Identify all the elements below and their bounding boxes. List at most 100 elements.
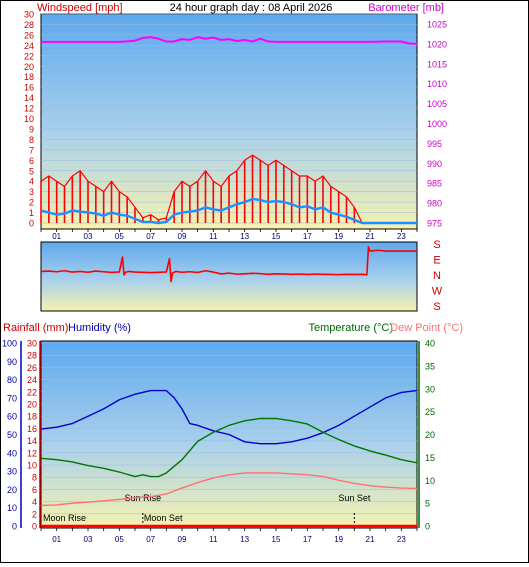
temperature-tick-label: 15 (425, 453, 435, 463)
direction-label: E (433, 255, 440, 267)
hour-tick-label: 17 (303, 232, 312, 241)
windspeed-axis-title: Windspeed [mph] (37, 2, 123, 14)
hour-tick-label: 03 (84, 535, 93, 544)
humidity-tick-label: 70 (7, 393, 17, 403)
humidity-axis: 0 10 20 30 40 50 60 70 80 90 100 (2, 339, 22, 532)
rainfall-tick-label: 30 (27, 339, 37, 349)
hour-tick-label: 05 (115, 535, 124, 544)
barometer-tick-label: 980 (427, 199, 442, 209)
humidity-tick-label: 0 (12, 522, 17, 532)
windspeed-tick-label: 5 (29, 166, 34, 176)
barometer-tick-label: 995 (427, 139, 442, 149)
windspeed-tick-label: 3 (29, 187, 34, 197)
rainfall-tick-label: 24 (27, 375, 37, 385)
windspeed-tick-label: 20 (24, 62, 34, 72)
hour-tick-label: 05 (115, 232, 124, 241)
humidity-tick-label: 30 (7, 467, 17, 477)
hour-tick-label: 23 (397, 232, 406, 241)
rainfall-tick-label: 22 (27, 387, 37, 397)
hour-tick-label: 11 (209, 535, 218, 544)
rainfall-tick-label: 20 (27, 400, 37, 410)
dewpoint-axis-title: Dew Point (°C) (390, 322, 463, 334)
chart-title: 24 hour graph day : 08 April 2026 (170, 2, 333, 14)
hour-tick-label: 01 (52, 232, 61, 241)
windspeed-tick-label: 12 (24, 104, 34, 114)
humidity-line (40, 389, 418, 445)
hour-tick-label: 07 (146, 535, 155, 544)
wind-panel-x-axis: 01 03 05 07 09 11 13 15 17 19 21 23 (40, 229, 418, 241)
temperature-axis: 0 5 10 15 20 25 30 35 40 (418, 339, 435, 532)
barometer-axis: 975 980 985 990 995 1000 1005 1010 1015 1020 1025 (427, 20, 447, 229)
temperature-tick-label: 25 (425, 407, 435, 417)
rainfall-tick-label: 4 (32, 497, 37, 507)
hour-tick-label: 19 (334, 535, 343, 544)
wind-direction-line (40, 246, 417, 283)
windspeed-tick-label: 26 (24, 30, 34, 40)
temperature-axis-title: Temperature (°C) (309, 322, 393, 334)
direction-series (40, 246, 417, 283)
humidity-tick-label: 90 (7, 357, 17, 367)
windspeed-tick-label: 24 (24, 41, 34, 51)
hour-tick-label: 19 (334, 232, 343, 241)
hour-tick-label: 09 (178, 535, 187, 544)
hour-tick-label: 21 (366, 535, 375, 544)
wind-average-line (40, 197, 417, 225)
barometer-line (41, 36, 418, 45)
humidity-tick-label: 10 (7, 503, 17, 513)
temperature-tick-label: 40 (425, 339, 435, 349)
hour-tick-label: 15 (272, 232, 281, 241)
temp-panel-series (40, 389, 418, 528)
rainfall-tick-label: 10 (27, 461, 37, 471)
windspeed-tick-label: 14 (24, 93, 34, 103)
windspeed-tick-label: 22 (24, 51, 34, 61)
hour-tick-label: 23 (397, 535, 406, 544)
humidity-tick-label: 80 (7, 375, 17, 385)
hour-tick-label: 03 (84, 232, 93, 241)
rainfall-tick-label: 14 (27, 436, 37, 446)
annotation-label: Moon Rise (43, 513, 86, 523)
temperature-line (40, 417, 418, 478)
hour-tick-label: 13 (240, 232, 249, 241)
temperature-tick-label: 10 (425, 476, 435, 486)
hour-tick-label: 01 (52, 535, 61, 544)
rainfall-tick-label: 12 (27, 448, 37, 458)
windspeed-tick-label: 0 (29, 219, 34, 229)
direction-label: N (433, 270, 441, 282)
direction-label: S (433, 301, 440, 313)
barometer-tick-label: 990 (427, 159, 442, 169)
windspeed-tick-label: 9 (29, 124, 34, 134)
annotation-label: Sun Set (338, 493, 371, 503)
wind-panel-series (40, 36, 418, 225)
barometer-tick-label: 1015 (427, 59, 447, 69)
rainfall-tick-label: 16 (27, 424, 37, 434)
windspeed-tick-label: 30 (24, 10, 34, 20)
humidity-tick-label: 100 (2, 339, 17, 349)
temperature-tick-label: 5 (425, 499, 430, 509)
temperature-tick-label: 20 (425, 430, 435, 440)
humidity-tick-label: 50 (7, 430, 17, 440)
rainfall-tick-label: 26 (27, 363, 37, 373)
rainfall-tick-label: 2 (32, 509, 37, 519)
hour-tick-label: 17 (303, 535, 312, 544)
barometer-tick-label: 985 (427, 179, 442, 189)
windspeed-tick-label: 4 (29, 177, 34, 187)
hour-tick-label: 09 (178, 232, 187, 241)
windspeed-tick-label: 1 (29, 208, 34, 218)
windspeed-tick-label: 18 (24, 72, 34, 82)
hour-tick-label: 13 (240, 535, 249, 544)
barometer-axis-title: Barometer [mb] (368, 2, 444, 14)
hour-tick-label: 11 (209, 232, 218, 241)
windspeed-tick-label: 10 (24, 114, 34, 124)
direction-panel-background (40, 241, 418, 312)
temperature-tick-label: 0 (425, 522, 430, 532)
windspeed-tick-label: 7 (29, 145, 34, 155)
humidity-tick-label: 20 (7, 485, 17, 495)
barometer-tick-label: 975 (427, 219, 442, 229)
rainfall-axis-title: Rainfall (mm) (3, 322, 68, 334)
wind-gust-line (40, 154, 417, 224)
windspeed-tick-label: 6 (29, 156, 34, 166)
